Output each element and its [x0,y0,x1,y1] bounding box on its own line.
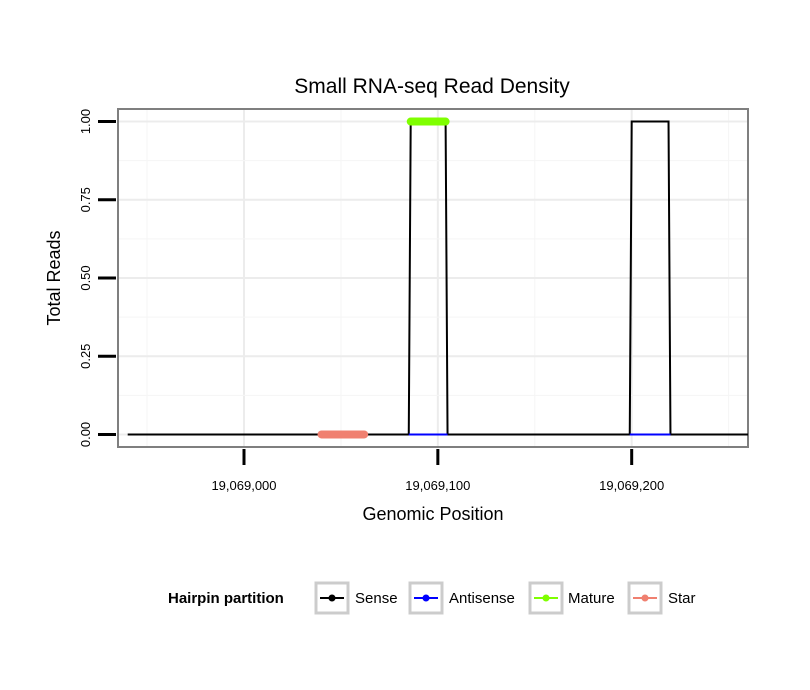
y-tick-label: 0.50 [78,265,93,290]
legend-key-point-star [641,594,649,602]
legend-key-point-sense [328,594,336,602]
legend-label-sense: Sense [355,590,398,607]
legend-key-point-antisense [422,594,430,602]
y-axis: 0.00 0.25 0.50 0.75 1.00 [78,109,116,447]
x-tick-label: 19,069,000 [211,478,276,493]
chart-title: Small RNA-seq Read Density [294,75,570,98]
plot-panel [117,108,749,448]
legend-title: Hairpin partition [168,590,284,607]
series-group [127,117,748,439]
legend-label-mature: Mature [568,590,615,607]
series-line-sense [127,120,748,436]
legend-label-star: Star [668,590,696,607]
y-tick-label: 0.00 [78,422,93,447]
x-axis: 19,069,000 19,069,100 19,069,200 [211,449,664,493]
y-axis-title: Total Reads [44,230,64,325]
legend: Hairpin partition Sense Antisense Mature St… [168,581,696,615]
y-tick-label: 0.75 [78,187,93,212]
legend-label-antisense: Antisense [449,590,515,607]
legend-key-point-mature [542,594,550,602]
x-axis-title: Genomic Position [362,504,503,524]
y-tick-label: 1.00 [78,109,93,134]
x-tick-label: 19,069,100 [405,478,470,493]
y-tick-label: 0.25 [78,344,93,369]
x-tick-label: 19,069,200 [599,478,664,493]
grid [118,109,748,447]
